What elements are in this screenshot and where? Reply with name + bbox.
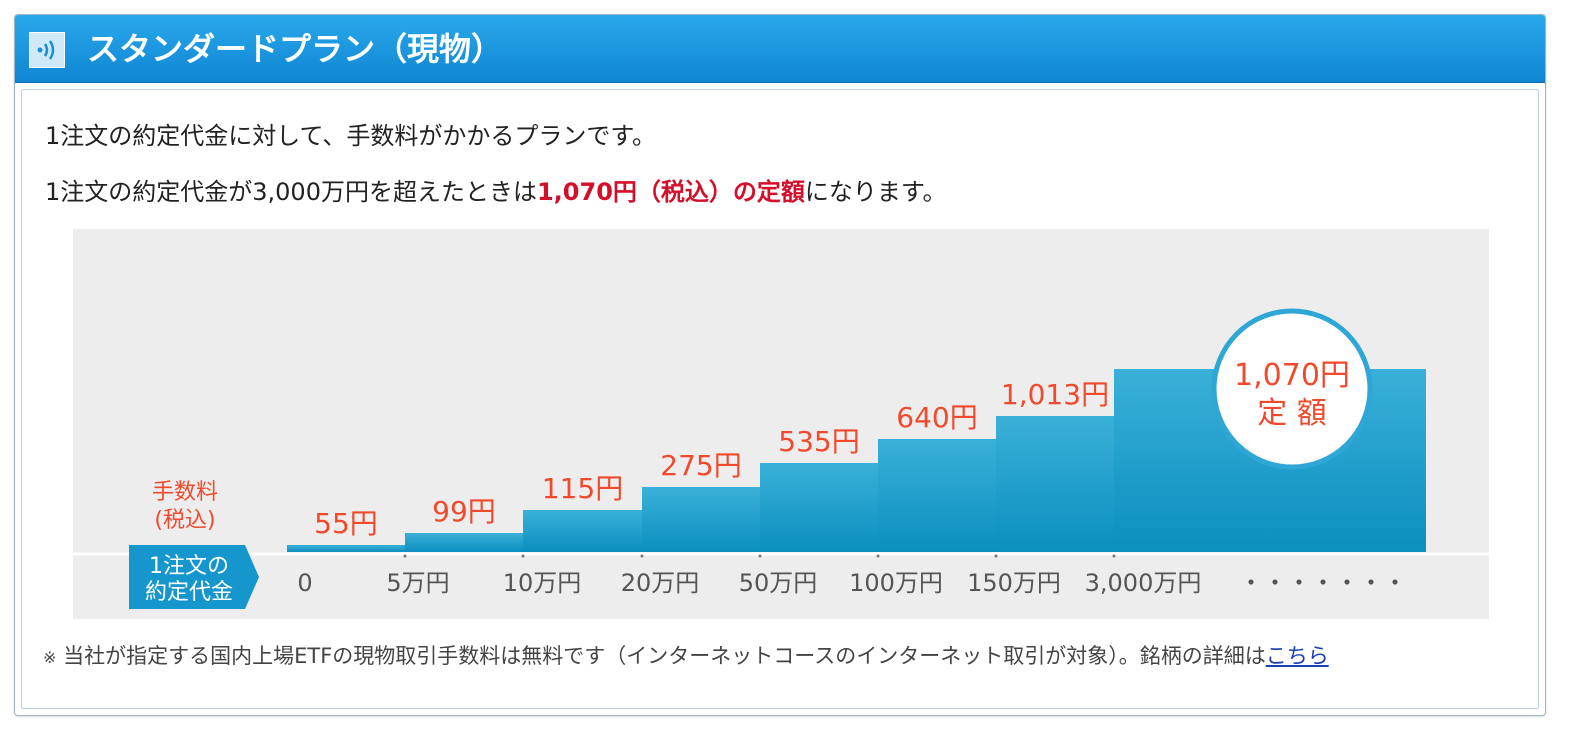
fee-value-label: 1,013円 [1001,378,1109,411]
x-tick-mark [876,554,880,558]
x-tick-mark [1112,554,1116,558]
plan-panel: スタンダードプラン（現物） 1注文の約定代金に対して、手数料がかかるプランです。… [14,14,1546,716]
fee-bar [405,533,524,552]
details-link[interactable]: こちら [1265,644,1329,668]
intro-line-2-suffix: になります。 [804,178,947,206]
fee-value-label: 99円 [432,495,496,528]
x-tick-mark [521,554,525,558]
flat-fee-badge-amount: 1,070円 [1234,358,1350,393]
x-axis-tag: 1注文の 約定代金 [129,545,259,609]
intro-line-1: 1注文の約定代金に対して、手数料がかかるプランです。 [45,122,656,150]
x-axis-tag-shape [129,545,259,609]
x-tick-label: 20万円 [621,569,700,597]
x-tick-label: 0 [297,569,312,597]
x-tick-label: 50万円 [739,569,818,597]
x-tick-label: 3,000万円 [1085,569,1202,597]
fee-bar [760,463,879,552]
x-tick-label: 5万円 [386,569,449,597]
fee-bar [878,439,997,552]
flat-fee-badge-circle [1211,308,1373,470]
y-axis-label-line1: 手数料 [152,480,218,505]
fee-chart-svg: 0 5万円 10万円 20万円 50万円 100万円 150万円 3,000万円 ・・・・・・・… [73,229,1489,619]
y-axis-label-line2: (税込) [154,508,215,533]
footnote-text: 当社が指定する国内上場ETFの現物取引手数料は無料です（インターネットコースのイ… [63,644,1266,668]
flat-fee-highlight: 1,070円（税込）の定額 [536,178,805,206]
intro-line-2: 1注文の約定代金が3,000万円を超えたときは1,070円（税込）の定額になりま… [45,175,947,209]
fee-chart: 0 5万円 10万円 20万円 50万円 100万円 150万円 3,000万円 ・・・・・・・… [73,229,1489,619]
x-tick-label: 150万円 [967,569,1061,597]
fee-value-label: 115円 [542,472,623,505]
fee-bar [996,416,1115,552]
intro-line-2-prefix: 1注文の約定代金が3,000万円を超えたときは [45,178,537,206]
fee-bar [287,545,406,552]
signal-icon [29,32,65,68]
x-tick-mark [994,554,998,558]
x-tick-mark [403,554,407,558]
x-tick-mark [640,554,644,558]
fee-bar [642,487,761,552]
x-axis-label-line1: 1注文の [149,554,229,579]
x-tick-label: ・・・・・・・ [1239,569,1407,597]
footnote: ※ 当社が指定する国内上場ETFの現物取引手数料は無料です（インターネットコース… [43,641,1329,673]
fee-value-label: 275円 [660,449,741,482]
x-tick-label: 100万円 [849,569,943,597]
fee-value-label: 55円 [314,507,378,540]
panel-title: スタンダードプラン（現物） [87,30,504,68]
fee-value-label: 640円 [896,401,977,434]
footnote-mark: ※ [43,648,57,667]
fee-value-label: 535円 [778,425,859,458]
x-tick-label: 10万円 [503,569,582,597]
panel-header: スタンダードプラン（現物） [15,15,1545,83]
flat-fee-badge: 1,070円 定 額 [1211,308,1373,470]
flat-fee-badge-label: 定 額 [1257,396,1327,431]
x-axis-label-line2: 約定代金 [145,580,233,605]
fee-bar [523,510,643,552]
x-tick-mark [758,554,762,558]
